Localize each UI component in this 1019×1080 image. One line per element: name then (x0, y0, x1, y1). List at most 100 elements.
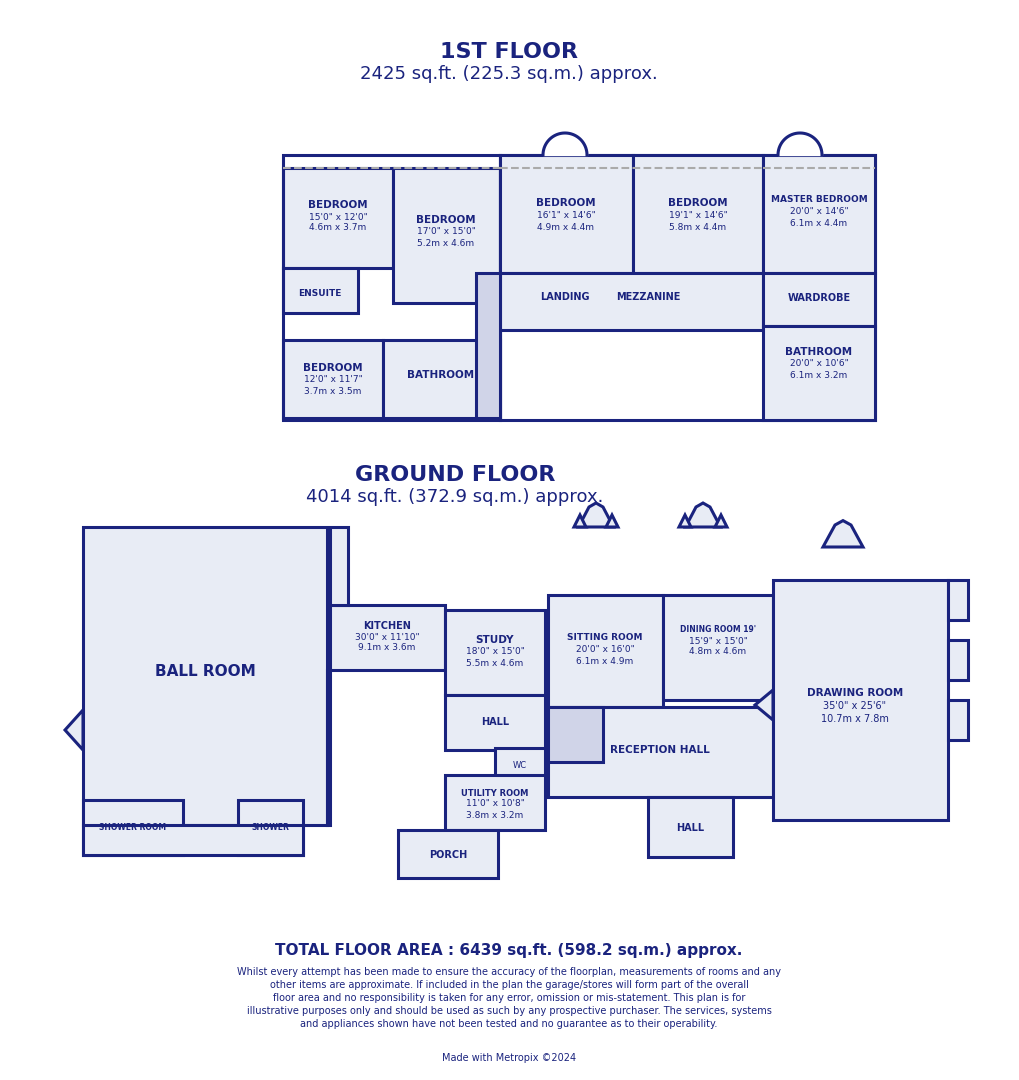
Text: 5.8m x 4.4m: 5.8m x 4.4m (669, 222, 727, 231)
Polygon shape (445, 775, 545, 831)
Text: 4.9m x 4.4m: 4.9m x 4.4m (537, 222, 594, 231)
Text: 35'0" x 25'6": 35'0" x 25'6" (823, 701, 887, 711)
Text: HALL: HALL (481, 717, 510, 727)
Text: 9.1m x 3.6m: 9.1m x 3.6m (359, 644, 416, 652)
Text: BATHROOM: BATHROOM (408, 370, 475, 380)
Polygon shape (500, 156, 633, 273)
Polygon shape (755, 690, 773, 720)
Text: 4014 sq.ft. (372.9 sq.m.) approx.: 4014 sq.ft. (372.9 sq.m.) approx. (307, 488, 603, 507)
Text: DINING ROOM 19': DINING ROOM 19' (680, 625, 756, 634)
Text: MEZZANINE: MEZZANINE (615, 292, 681, 302)
Polygon shape (548, 707, 603, 762)
Text: BEDROOM: BEDROOM (536, 198, 596, 208)
Text: 20'0" x 14'6": 20'0" x 14'6" (790, 207, 848, 216)
Text: SITTING ROOM: SITTING ROOM (568, 633, 643, 642)
Text: 20'0" x 10'6": 20'0" x 10'6" (790, 360, 849, 368)
Text: 20'0" x 16'0": 20'0" x 16'0" (576, 645, 635, 653)
Polygon shape (445, 696, 545, 750)
Text: 4.6m x 3.7m: 4.6m x 3.7m (310, 224, 367, 232)
Text: other items are approximate. If included in the plan the garage/stores will form: other items are approximate. If included… (270, 980, 748, 990)
Text: 30'0" x 11'10": 30'0" x 11'10" (355, 633, 419, 642)
Text: BATHROOM: BATHROOM (786, 347, 853, 357)
Text: DRAWING ROOM: DRAWING ROOM (807, 688, 903, 698)
Text: UTILITY ROOM: UTILITY ROOM (462, 788, 529, 797)
Text: 15'9" x 15'0": 15'9" x 15'0" (689, 636, 748, 646)
Polygon shape (283, 168, 393, 268)
Text: ENSUITE: ENSUITE (299, 288, 341, 297)
Text: BALL ROOM: BALL ROOM (155, 664, 256, 679)
Polygon shape (679, 515, 691, 527)
Text: 18'0" x 15'0": 18'0" x 15'0" (466, 648, 525, 657)
Text: 6.1m x 4.9m: 6.1m x 4.9m (577, 657, 634, 665)
Text: SHOWER ROOM: SHOWER ROOM (100, 823, 166, 832)
Text: 3.8m x 3.2m: 3.8m x 3.2m (467, 810, 524, 820)
Polygon shape (648, 797, 733, 858)
Polygon shape (65, 710, 83, 750)
Polygon shape (330, 527, 348, 605)
Text: Made with Metropix ©2024: Made with Metropix ©2024 (442, 1053, 576, 1063)
Text: 4.8m x 4.6m: 4.8m x 4.6m (690, 648, 747, 657)
Text: BEDROOM: BEDROOM (308, 200, 368, 210)
Text: 16'1" x 14'6": 16'1" x 14'6" (537, 211, 595, 219)
Text: PORCH: PORCH (429, 850, 467, 860)
Polygon shape (445, 610, 545, 696)
Polygon shape (663, 595, 773, 700)
Text: BEDROOM: BEDROOM (668, 198, 728, 208)
Polygon shape (83, 800, 183, 855)
Text: and appliances shown have not been tested and no guarantee as to their operabili: and appliances shown have not been teste… (301, 1020, 717, 1029)
Polygon shape (548, 707, 773, 797)
Polygon shape (283, 268, 358, 313)
Polygon shape (398, 831, 498, 878)
Polygon shape (83, 825, 303, 855)
Text: BEDROOM: BEDROOM (304, 363, 363, 373)
Text: TOTAL FLOOR AREA : 6439 sq.ft. (598.2 sq.m.) approx.: TOTAL FLOOR AREA : 6439 sq.ft. (598.2 sq… (275, 943, 743, 958)
Text: 6.1m x 3.2m: 6.1m x 3.2m (791, 372, 848, 380)
Polygon shape (283, 340, 383, 418)
Text: 5.2m x 4.6m: 5.2m x 4.6m (418, 240, 475, 248)
Text: 12'0" x 11'7": 12'0" x 11'7" (304, 376, 363, 384)
Polygon shape (238, 800, 303, 855)
Polygon shape (83, 527, 327, 825)
Polygon shape (606, 515, 618, 527)
Polygon shape (574, 515, 586, 527)
Polygon shape (548, 595, 663, 707)
Text: illustrative purposes only and should be used as such by any prospective purchas: illustrative purposes only and should be… (247, 1005, 771, 1016)
Text: 19'1" x 14'6": 19'1" x 14'6" (668, 211, 728, 219)
Polygon shape (327, 670, 330, 825)
Text: MASTER BEDROOM: MASTER BEDROOM (770, 195, 867, 204)
Polygon shape (948, 640, 968, 680)
Polygon shape (383, 340, 500, 418)
Text: 6.1m x 4.4m: 6.1m x 4.4m (791, 219, 848, 229)
Polygon shape (763, 326, 875, 420)
Polygon shape (686, 503, 720, 527)
Text: 2425 sq.ft. (225.3 sq.m.) approx.: 2425 sq.ft. (225.3 sq.m.) approx. (360, 65, 658, 83)
Polygon shape (633, 156, 763, 273)
Polygon shape (823, 521, 863, 546)
Text: WC: WC (513, 760, 527, 769)
Text: 10.7m x 7.8m: 10.7m x 7.8m (821, 714, 889, 724)
Text: 17'0" x 15'0": 17'0" x 15'0" (417, 228, 476, 237)
Polygon shape (948, 580, 968, 620)
Polygon shape (495, 748, 545, 781)
Text: floor area and no responsibility is taken for any error, omission or mis-stateme: floor area and no responsibility is take… (273, 993, 745, 1003)
Text: LANDING: LANDING (540, 292, 590, 302)
Text: KITCHEN: KITCHEN (363, 621, 411, 631)
Polygon shape (500, 273, 763, 330)
Text: RECEPTION HALL: RECEPTION HALL (610, 745, 710, 755)
Polygon shape (763, 156, 875, 273)
Polygon shape (579, 503, 613, 527)
Polygon shape (393, 168, 500, 303)
Text: 1ST FLOOR: 1ST FLOOR (440, 42, 578, 62)
Text: SHOWER: SHOWER (251, 823, 289, 833)
Polygon shape (948, 700, 968, 740)
Polygon shape (773, 580, 948, 820)
Polygon shape (715, 515, 727, 527)
Polygon shape (763, 273, 875, 326)
Polygon shape (476, 273, 500, 418)
Text: 11'0" x 10'8": 11'0" x 10'8" (466, 799, 525, 809)
Text: BEDROOM: BEDROOM (416, 215, 476, 225)
Text: HALL: HALL (676, 823, 704, 833)
Text: 15'0" x 12'0": 15'0" x 12'0" (309, 213, 368, 221)
Text: 3.7m x 3.5m: 3.7m x 3.5m (305, 388, 362, 396)
Text: WARDROBE: WARDROBE (788, 293, 851, 303)
